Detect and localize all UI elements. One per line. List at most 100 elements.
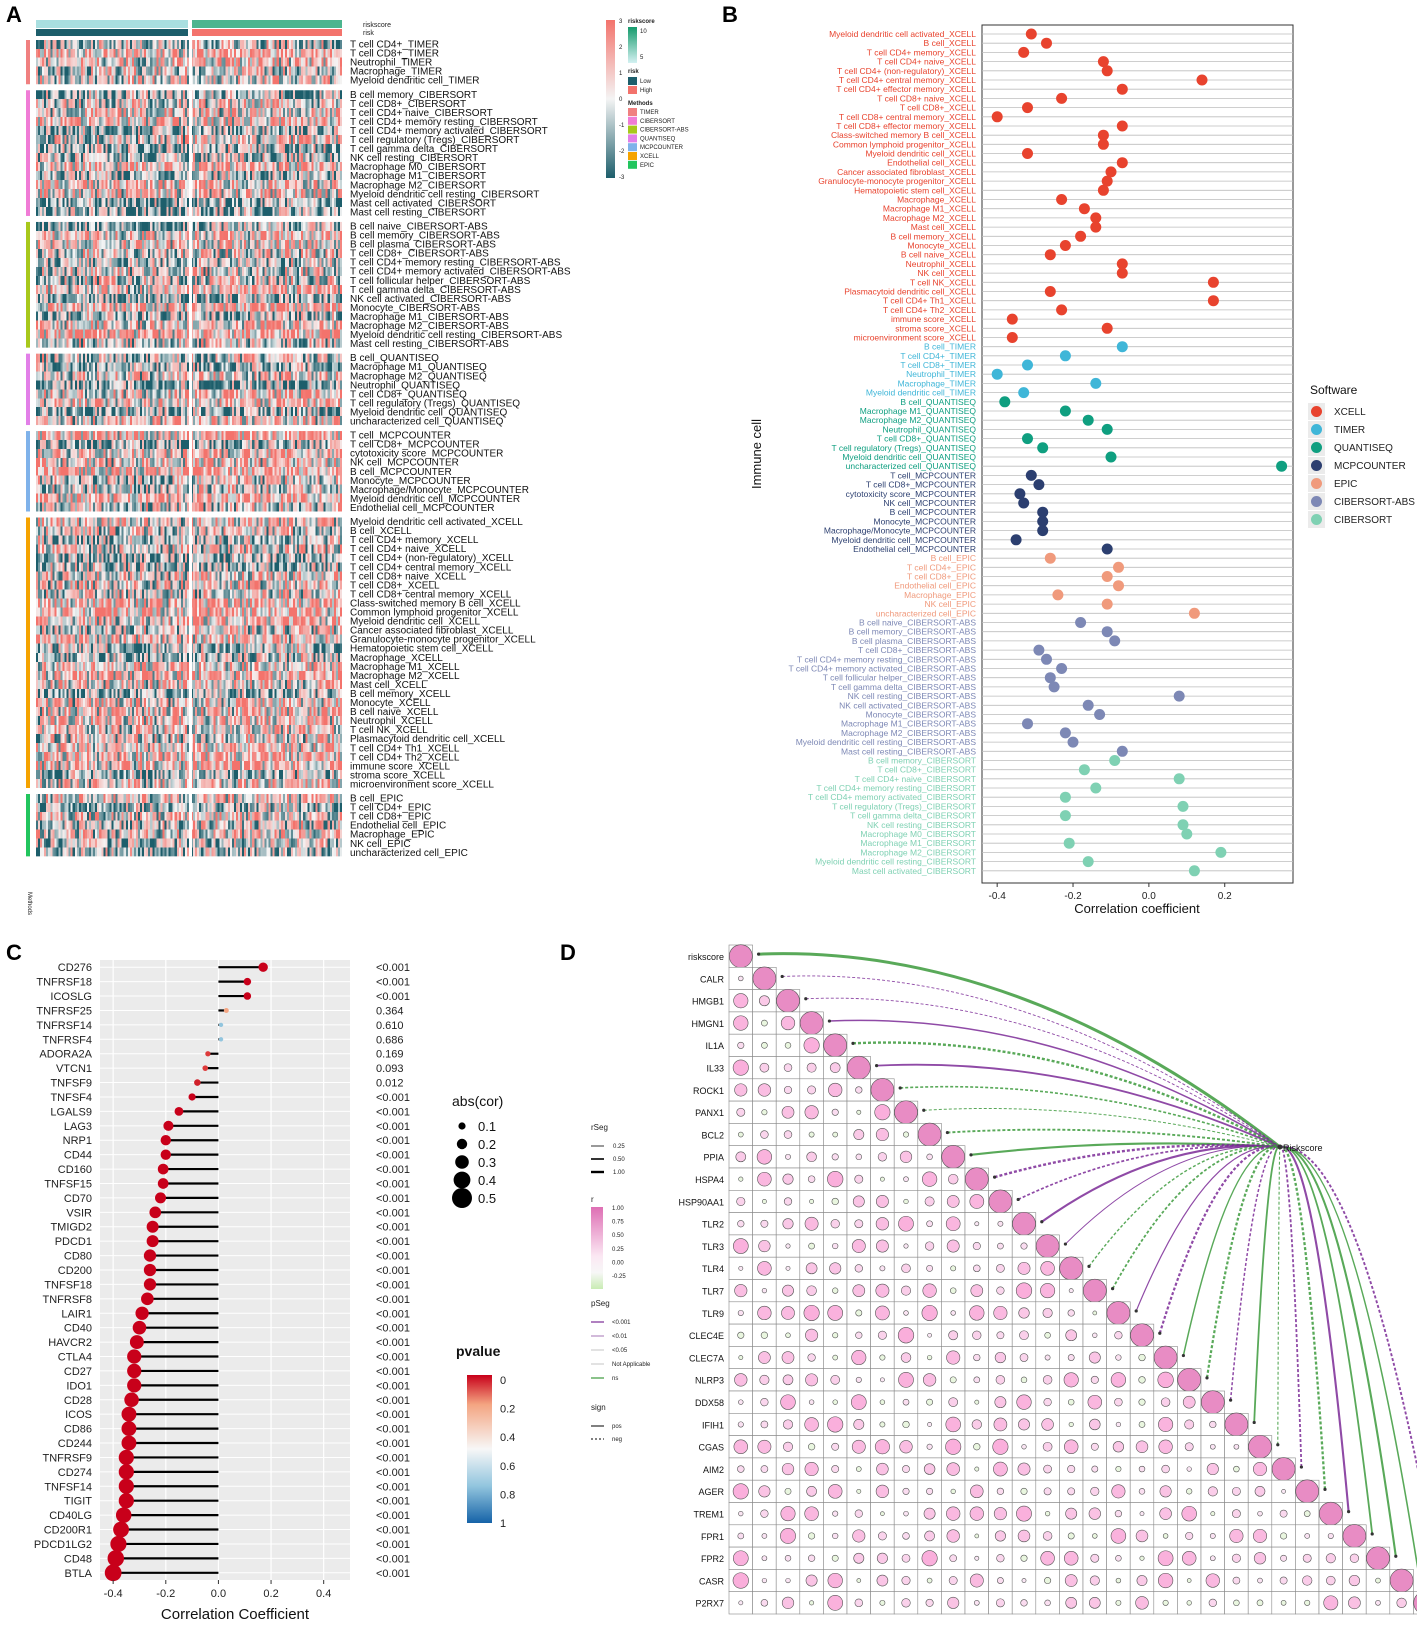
gene-label: CD160 (58, 1164, 92, 1176)
link-line (829, 1019, 1281, 1148)
corr-circle (1040, 1261, 1055, 1276)
corr-circle (902, 1532, 910, 1540)
link-endpoint (1276, 1443, 1280, 1447)
corr-circle (806, 1151, 817, 1163)
corr-circle (923, 1463, 936, 1475)
link-endpoint (780, 974, 784, 979)
data-point (1276, 460, 1288, 472)
corr-circle (1257, 1577, 1263, 1584)
data-point (1097, 129, 1109, 141)
corr-circle (1138, 1421, 1146, 1428)
data-point (1097, 184, 1109, 196)
y-tick-label: B cell_XCELL (924, 38, 977, 48)
panel-b-dotplot: Myeloid dendritic cell activated_XCELLB … (749, 24, 1415, 916)
y-tick-label: Macrophage M1_CIBERSORT (860, 838, 976, 848)
gene-label: riskscore (688, 952, 724, 962)
data-point (1177, 819, 1189, 831)
data-point (1101, 65, 1113, 77)
corr-circle (1067, 1532, 1075, 1540)
corr-circle (1349, 1553, 1359, 1563)
corr-circle (851, 1239, 866, 1253)
link-endpoint (1016, 1197, 1020, 1202)
panel-label-d: D (560, 940, 576, 965)
gene-label: NLRP3 (695, 1376, 724, 1386)
corr-circle (946, 1506, 961, 1521)
gene-label: PDCD1 (55, 1236, 92, 1248)
corr-circle (1089, 1418, 1101, 1431)
corr-circle (1208, 1598, 1217, 1607)
row-label: Neutrophil_XCELL (350, 716, 433, 727)
corr-circle (1186, 1466, 1192, 1472)
corr-circle (761, 1288, 768, 1294)
sign-title: sign (591, 1403, 606, 1412)
pvalue-label: <0.001 (376, 1193, 410, 1205)
y-tick-label: T cell CD4+ Th1_XCELL (883, 296, 976, 306)
data-point (1025, 469, 1037, 481)
row-label: cytotoxicity score_MCPCOUNTER (350, 449, 503, 460)
corr-circle (756, 1149, 773, 1165)
corr-circle (1043, 1464, 1052, 1474)
row-label: Macrophage M2_QUANTISEQ (350, 371, 487, 382)
r-tick-label: -0.25 (612, 1274, 626, 1280)
panel-label-b: B (722, 2, 738, 27)
y-tick-label: NK cell_MCPCOUNTER (883, 498, 976, 508)
corr-circle (924, 1530, 935, 1542)
gene-label: CD40 (64, 1323, 92, 1335)
size-legend-label: 0.4 (478, 1173, 496, 1188)
row-label: T cell CD8+_TIMER (350, 49, 439, 60)
corr-circle (875, 1128, 889, 1142)
corr-circle (734, 1083, 748, 1097)
method-swatch (628, 134, 637, 143)
x-axis: -0.4 -0.2 0.0 0.2 0.4 (104, 1580, 331, 1600)
corr-circle (784, 1487, 792, 1495)
gene-label: CLEC4E (689, 1331, 724, 1341)
corr-circle (1043, 1398, 1052, 1407)
gene-label: TLR3 (702, 1242, 724, 1252)
corr-circle (758, 1485, 771, 1498)
link-endpoint (1063, 1242, 1067, 1246)
data-point (1109, 755, 1121, 766)
row-label: T cell CD8+_XCELL (350, 580, 440, 591)
y-tick-label: T cell CD4+_TIMER (900, 351, 976, 361)
y-tick-label: Macrophage M2_XCELL (883, 213, 976, 223)
corr-circle (1327, 1532, 1334, 1539)
riskscore-hub-label: Riskscore (1283, 1143, 1323, 1153)
corr-circle (1348, 1574, 1360, 1587)
corr-circle (736, 1107, 746, 1117)
corr-circle (856, 1109, 862, 1115)
corr-circle (1138, 1376, 1146, 1384)
pvalue-tick-label: 0.2 (500, 1404, 515, 1416)
corr-circle (758, 1351, 771, 1364)
corr-circle (1092, 1533, 1098, 1539)
corr-circle (855, 1309, 863, 1317)
gene-label: VSIR (66, 1207, 92, 1219)
data-point (1018, 497, 1030, 509)
link-line (1158, 1145, 1281, 1334)
row-label: Myeloid dendritic cell_XCELL (350, 617, 481, 628)
corr-circle (1138, 1488, 1146, 1495)
corr-circle (1114, 1331, 1123, 1340)
corr-circle (757, 1261, 772, 1276)
pvalue-label: <0.001 (376, 962, 410, 974)
lollipop-point (127, 1363, 142, 1379)
corr-circle (823, 1033, 848, 1058)
row-label: Cancer associated fibroblast_XCELL (350, 626, 514, 637)
row-label: Macrophage M0_CIBERSORT (350, 162, 486, 173)
row-label: T cell CD4+ memory activated_CIBERSORT-A… (350, 267, 571, 278)
corr-circle (783, 1197, 793, 1206)
corr-circle (997, 1220, 1004, 1227)
data-point (1056, 194, 1068, 205)
row-label: Macrophage_TIMER (350, 67, 442, 78)
x-tick-label: 0.0 (211, 1588, 226, 1600)
corr-circle (782, 1374, 794, 1386)
pseg-title: pSeg (591, 1299, 610, 1308)
link-line (1253, 1145, 1281, 1423)
corr-circle (921, 1304, 938, 1321)
corr-circle (1233, 1443, 1240, 1450)
corr-circle (738, 1511, 744, 1517)
gene-label: PANX1 (695, 1108, 724, 1118)
data-point (1022, 359, 1033, 371)
risk-legend-item: Low (640, 79, 652, 85)
lollipop-point (118, 1493, 134, 1509)
corr-circle (1153, 1345, 1178, 1370)
